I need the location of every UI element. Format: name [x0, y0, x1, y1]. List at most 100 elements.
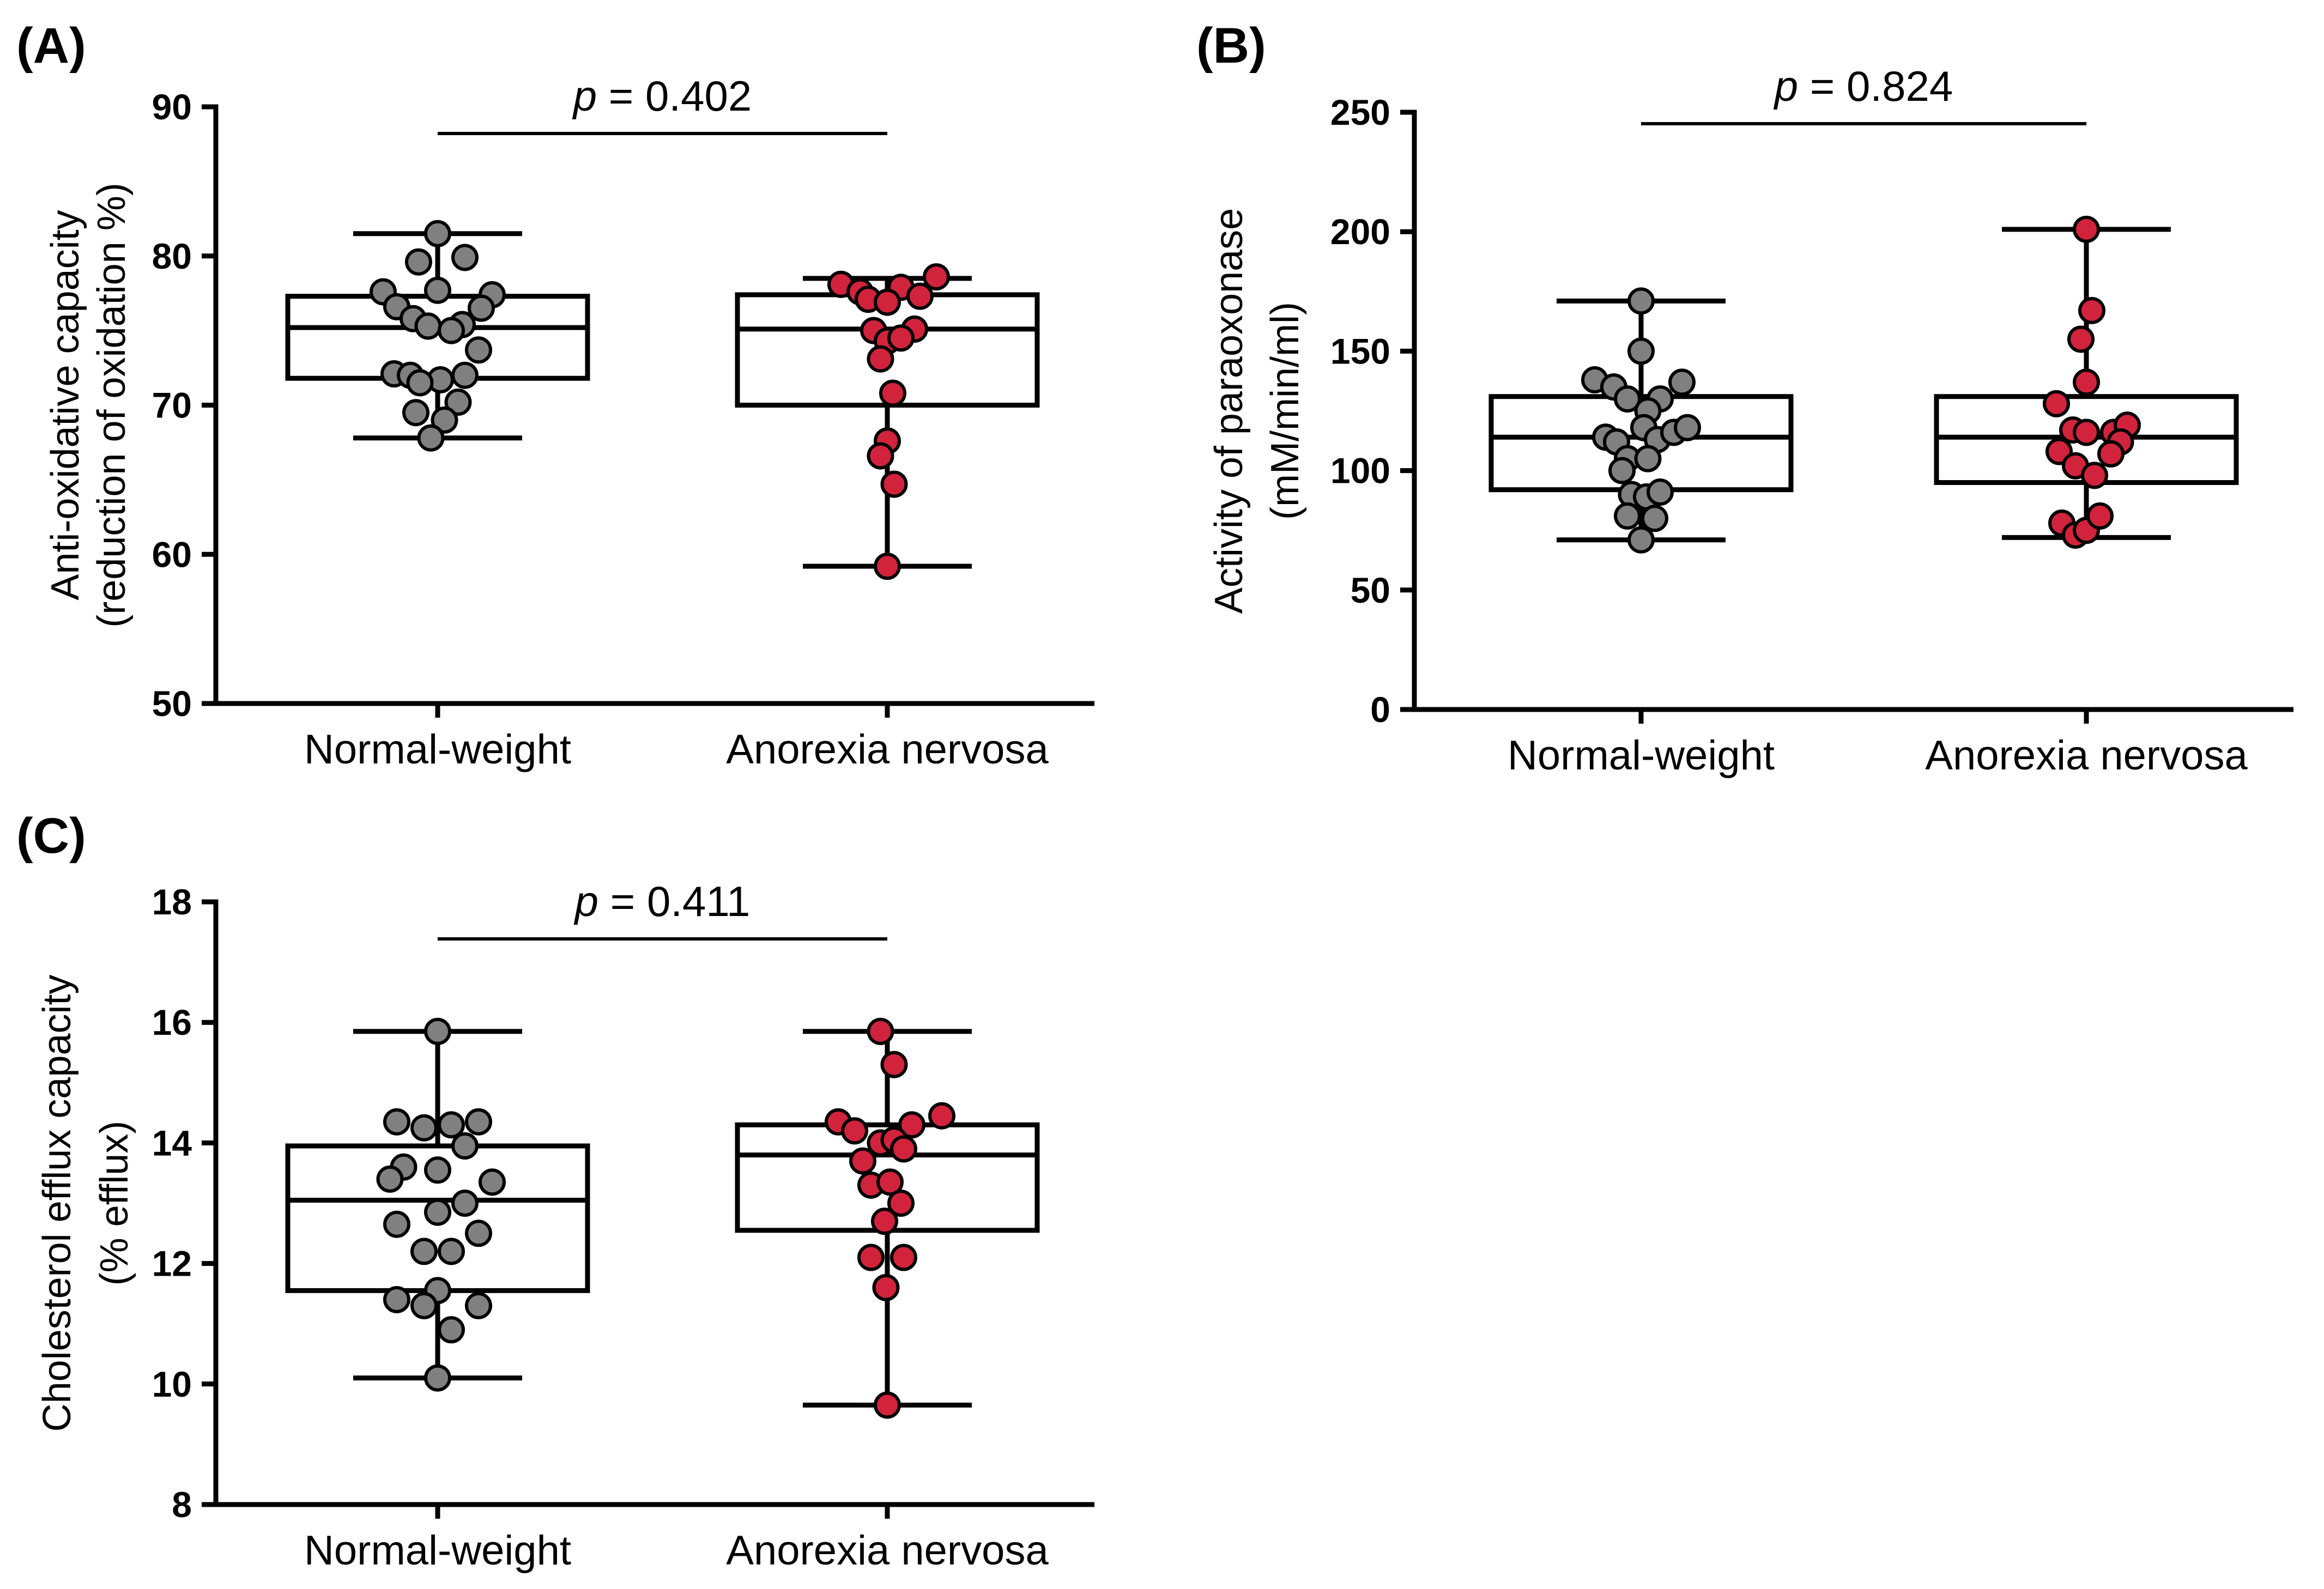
data-point — [887, 1190, 915, 1217]
data-point — [874, 1391, 901, 1419]
y-axis-label-line-1: Activity of paraoxonase — [1207, 208, 1251, 614]
data-point — [479, 1168, 506, 1196]
data-point — [424, 1198, 451, 1226]
y-tick-label: 8 — [172, 1484, 192, 1525]
p-value-text: = 0.402 — [597, 72, 752, 120]
data-point — [923, 263, 950, 291]
data-point — [1614, 385, 1641, 413]
data-point — [2097, 440, 2125, 468]
p-value-label: p = 0.402 — [572, 72, 752, 120]
data-point — [2073, 419, 2100, 446]
data-point — [406, 369, 434, 397]
data-point — [2043, 390, 2070, 417]
x-category-label: Normal-weight — [304, 1527, 571, 1574]
data-point — [1668, 368, 1696, 396]
y-tick-label: 60 — [152, 534, 192, 574]
data-point — [402, 399, 429, 427]
y-tick-label: 90 — [152, 87, 192, 127]
chart-panel-B: (B) 0 50 100 150 200 250 Normal-weight Anorexia … — [1196, 18, 2293, 779]
y-tick-label: 0 — [1370, 689, 1390, 730]
x-category-label: Anorexia nervosa — [726, 1527, 1049, 1574]
data-point — [465, 1108, 492, 1136]
data-point — [2081, 462, 2108, 489]
y-tick-label: 14 — [152, 1123, 192, 1163]
data-point — [383, 1210, 410, 1238]
data-point — [438, 317, 465, 344]
data-point — [2073, 368, 2100, 396]
chart-panel-A: (A) 50 60 70 80 90 Normal-weight Anorexia nervo… — [16, 18, 1094, 773]
data-point — [451, 1190, 479, 1217]
y-tick-label: 80 — [152, 236, 192, 276]
y-tick-label: 50 — [152, 683, 192, 724]
series-anorexia-nervosa — [1934, 215, 2239, 549]
y-axis-label-line-2: (mM/min/ml) — [1263, 302, 1307, 520]
data-point — [841, 1117, 868, 1145]
data-point — [890, 1135, 917, 1163]
data-point — [849, 1147, 876, 1175]
data-point — [876, 1168, 904, 1196]
data-point — [872, 1273, 900, 1301]
data-point — [857, 1244, 885, 1271]
y-axis-label-line-2: (% efflux) — [93, 1121, 136, 1286]
panel-label: (B) — [1196, 18, 1266, 74]
data-point — [2078, 296, 2105, 324]
data-point — [2067, 325, 2095, 353]
y-tick-label: 200 — [1330, 211, 1390, 252]
data-point — [424, 1156, 451, 1184]
data-point — [410, 1238, 438, 1265]
data-point — [1647, 478, 1674, 506]
chart-panel-C: (C) 8 10 12 14 16 18 Normal-weight Anorexia nerv… — [16, 808, 1094, 1574]
y-tick-label: 70 — [152, 385, 192, 426]
data-point — [890, 1244, 917, 1271]
data-point — [410, 1292, 438, 1320]
data-point — [438, 1316, 465, 1344]
y-axis-label-line-2: (reduction of oxidation %) — [90, 183, 134, 627]
y-tick-label: 12 — [152, 1244, 192, 1284]
panel-label: (A) — [16, 18, 86, 74]
p-symbol: p — [1774, 62, 1798, 110]
data-point — [906, 282, 934, 310]
data-point — [424, 1017, 451, 1045]
data-point — [880, 470, 908, 498]
data-point — [410, 1114, 438, 1142]
data-point — [424, 220, 451, 247]
data-point — [2086, 502, 2114, 530]
data-point — [880, 1051, 908, 1078]
data-point — [451, 1132, 479, 1160]
data-point — [405, 248, 432, 276]
x-category-label: Normal-weight — [304, 726, 571, 773]
p-value-text: = 0.411 — [598, 877, 750, 925]
p-symbol: p — [574, 877, 598, 925]
y-tick-label: 10 — [152, 1364, 192, 1404]
y-axis-label-line-1: Anti-oxidative capacity — [44, 210, 87, 600]
y-tick-label: 150 — [1330, 331, 1390, 371]
series-normal-weight — [285, 1017, 590, 1392]
data-point — [871, 1208, 898, 1235]
data-point — [874, 288, 901, 316]
data-point — [465, 1292, 492, 1320]
y-tick-label: 50 — [1351, 570, 1390, 610]
data-point — [383, 1285, 410, 1313]
data-point — [451, 361, 479, 389]
data-point — [867, 442, 894, 470]
data-point — [1634, 445, 1662, 472]
data-point — [414, 312, 442, 340]
p-value-label: p = 0.411 — [574, 877, 751, 925]
panel-label: (C) — [16, 808, 86, 864]
data-point — [444, 389, 472, 416]
data-point — [1674, 414, 1701, 441]
data-point — [879, 379, 906, 407]
series-anorexia-nervosa — [735, 1017, 1040, 1419]
data-point — [417, 424, 445, 452]
data-point — [898, 1111, 925, 1139]
data-point — [1641, 505, 1668, 532]
data-point — [887, 324, 915, 352]
data-point — [1608, 457, 1636, 484]
data-point — [465, 336, 492, 364]
data-point — [465, 1220, 492, 1247]
data-point — [2073, 215, 2100, 243]
y-tick-label: 250 — [1330, 92, 1390, 132]
data-point — [438, 1238, 465, 1265]
y-axis-label-line-1: Cholesterol efflux capacity — [35, 974, 79, 1432]
data-point — [424, 1364, 451, 1392]
